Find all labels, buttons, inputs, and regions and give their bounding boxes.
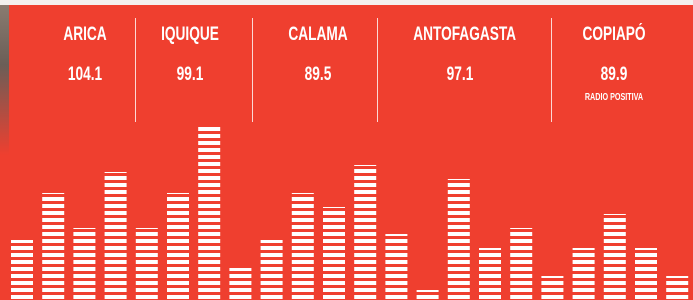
eq-bar [229,268,251,300]
eq-bar [198,124,220,300]
frequency: 97.1 [413,64,507,86]
eq-bar [323,207,345,300]
eq-bar [136,228,158,300]
eq-bar [73,228,95,300]
eq-bar [635,248,657,300]
frequency: 89.5 [271,64,365,86]
frequency: 89.9 [567,64,661,86]
frequency: 99.1 [143,64,237,86]
station: COPIAPÓ 89.9 RADIO POSITIVA [549,18,679,122]
divider [551,18,552,122]
eq-bar [666,276,688,300]
eq-bar [292,193,314,300]
divider [135,18,136,122]
station-note: RADIO POSITIVA [567,92,661,103]
eq-bar [354,165,376,300]
station: ANTOFAGASTA 97.1 [395,18,525,122]
station: IQUIQUE 99.1 [125,18,255,122]
eq-bar [479,248,501,300]
eq-bar [385,234,407,300]
eq-bar [261,240,283,300]
city-name: ANTOFAGASTA [413,24,507,46]
eq-bar [541,276,563,300]
eq-bar [573,248,595,300]
eq-bar [11,240,33,300]
eq-bar [105,172,127,300]
eq-bar [510,228,532,300]
eq-bar [604,214,626,300]
eq-bar [417,290,439,300]
frequency: 104.1 [38,64,132,86]
city-name: IQUIQUE [143,24,237,46]
city-name: CALAMA [271,24,365,46]
divider [252,18,253,122]
city-name: ARICA [38,24,132,46]
poster: ARICA 104.1 IQUIQUE 99.1 CALAMA 89.5 ANTOFAGAS… [0,0,693,300]
eq-bar [42,193,64,300]
eq-bar [448,179,470,300]
city-name: COPIAPÓ [567,24,661,46]
divider [377,18,378,122]
eq-bar [167,193,189,300]
station: CALAMA 89.5 [253,18,383,122]
